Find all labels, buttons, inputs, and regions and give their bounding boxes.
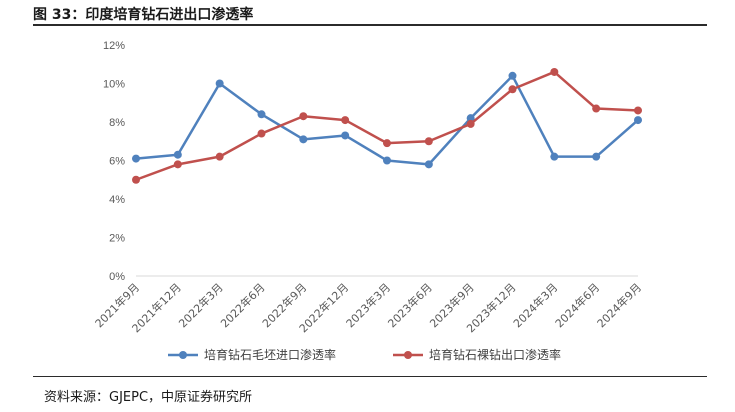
y-tick-label: 10%: [103, 79, 125, 91]
y-tick-label: 4%: [109, 194, 125, 206]
legend-label-2: 培育钻石裸钻出口渗透率: [429, 347, 561, 362]
series-1-point: [466, 114, 475, 123]
series-2-point: [341, 116, 350, 125]
source-rule: [33, 376, 707, 377]
legend-label-1: 培育钻石毛坯进口渗透率: [204, 347, 336, 362]
series-2-point: [257, 129, 266, 138]
series-2-point: [299, 112, 308, 121]
series-1-point: [508, 71, 517, 80]
chart-series: [132, 67, 642, 184]
x-tick-label: 2023年6月: [385, 280, 435, 330]
chart-legend: 培育钻石毛坯进口渗透率 培育钻石裸钻出口渗透率: [168, 347, 561, 362]
series-2-point: [383, 139, 391, 148]
x-tick-label: 2023年3月: [343, 280, 393, 330]
series-1-point: [215, 79, 224, 88]
series-1-point: [550, 152, 559, 161]
series-2-point: [508, 85, 517, 94]
series-1-point: [383, 156, 391, 165]
series-2-point: [424, 137, 433, 146]
series-2-point: [466, 119, 475, 128]
series-2-point: [173, 160, 182, 169]
y-tick-label: 2%: [109, 233, 125, 245]
series-1-point: [592, 152, 601, 161]
figure-title: 图 33：印度培育钻石进出口渗透率: [33, 7, 254, 23]
x-tick-label: 2022年6月: [217, 280, 267, 330]
series-1-point: [173, 150, 182, 159]
legend-swatch-marker-1: [179, 351, 187, 359]
series-1-point: [132, 154, 140, 163]
y-tick-label: 6%: [109, 156, 125, 168]
series-1-point: [424, 160, 433, 169]
series-1-point: [299, 135, 308, 144]
series-2-point: [592, 104, 601, 113]
series-2-point: [132, 175, 140, 184]
series-2-point: [634, 106, 642, 115]
series-1-point: [634, 116, 642, 125]
series-2-point: [550, 67, 559, 76]
x-tick-label: 2024年3月: [510, 280, 560, 330]
y-tick-label: 12%: [103, 40, 125, 52]
x-tick-label: 2022年3月: [176, 280, 226, 330]
title-rule: [33, 24, 707, 26]
y-tick-label: 8%: [109, 117, 125, 129]
source-note: 资料来源：GJEPC，中原证券研究所: [44, 390, 253, 405]
series-line-1: [135, 74, 639, 166]
x-tick-label: 2024年6月: [552, 280, 602, 330]
series-1-point: [257, 110, 266, 119]
series-1-point: [341, 131, 350, 140]
series-2-point: [215, 152, 224, 161]
chart-axes: 0%2%4%6%8%10%12%2021年9月2021年12月2022年3月20…: [92, 40, 644, 335]
x-tick-label: 2024年9月: [594, 280, 644, 330]
y-tick-label: 0%: [109, 271, 125, 283]
legend-swatch-marker-2: [404, 351, 412, 359]
